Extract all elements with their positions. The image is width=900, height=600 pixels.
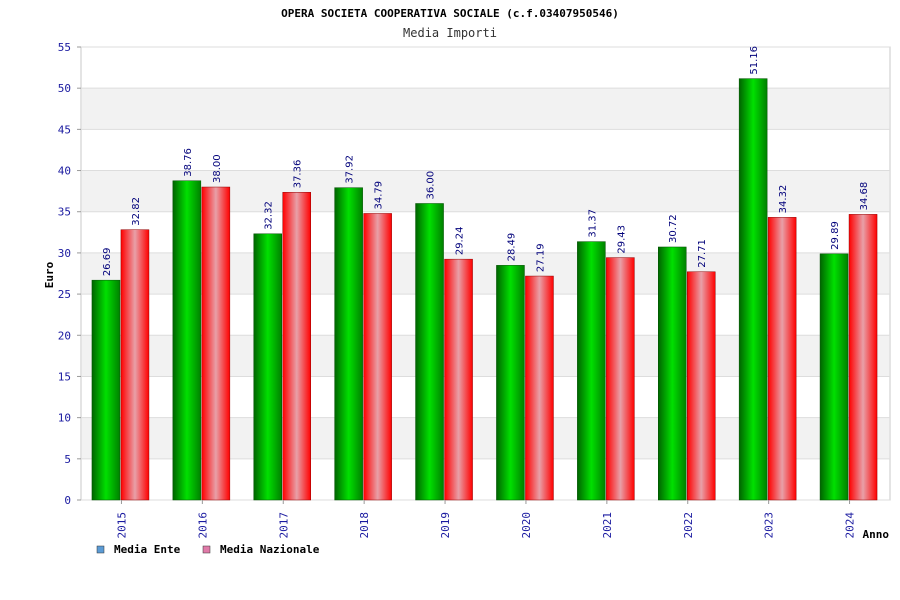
x-tick-label: 2021 — [601, 512, 614, 539]
y-tick-label: 35 — [58, 206, 71, 219]
bar-media-nazionale-2020 — [525, 275, 554, 501]
bar-media-ente-2023 — [738, 78, 768, 501]
data-label: 31.37 — [587, 209, 598, 238]
bar-media-ente-2020 — [496, 265, 525, 501]
chart-subtitle: Media Importi — [403, 26, 497, 40]
bar-media-ente-2018 — [334, 187, 363, 501]
y-tick-label: 40 — [58, 165, 71, 178]
data-label: 30.72 — [668, 214, 679, 243]
bar-media-nazionale-2018 — [363, 213, 392, 501]
y-tick-label: 5 — [64, 453, 71, 466]
legend-label-media-ente: Media Ente — [114, 543, 181, 556]
grid-band — [82, 88, 889, 130]
data-label: 29.89 — [830, 221, 841, 250]
bar-media-ente-2024 — [819, 253, 849, 501]
y-tick-label: 50 — [58, 82, 71, 95]
bar-media-nazionale-2019 — [444, 258, 473, 501]
data-label: 34.79 — [374, 181, 385, 210]
data-label: 28.49 — [506, 233, 517, 262]
bar-media-nazionale-2021 — [606, 257, 635, 501]
legend-swatch-media-ente — [96, 545, 105, 554]
data-label: 32.82 — [131, 197, 142, 226]
data-label: 26.69 — [102, 248, 113, 277]
bar-media-ente-2022 — [658, 246, 687, 501]
data-label: 38.76 — [183, 148, 194, 177]
bar-media-ente-2017 — [253, 233, 282, 501]
bar-media-nazionale-2017 — [282, 192, 311, 501]
y-tick-label: 15 — [58, 370, 71, 383]
data-label: 37.36 — [293, 160, 304, 189]
x-tick-label: 2019 — [439, 512, 452, 539]
bar-media-ente-2021 — [577, 241, 606, 501]
data-label: 29.43 — [616, 225, 627, 254]
x-axis-label: Anno — [863, 528, 890, 541]
y-tick-label: 25 — [58, 288, 71, 301]
legend: Media Ente Media Nazionale — [96, 543, 320, 556]
x-tick-label: 2023 — [763, 512, 776, 539]
y-tick-label: 10 — [58, 412, 71, 425]
x-tick-label: 2020 — [520, 512, 533, 539]
y-axis-label: Euro — [43, 261, 56, 288]
bar-media-ente-2016 — [172, 180, 202, 501]
bar-media-nazionale-2023 — [767, 217, 797, 501]
data-label: 36.00 — [426, 171, 437, 200]
y-tick-label: 55 — [58, 41, 71, 54]
x-tick-label: 2017 — [277, 512, 290, 539]
bar-media-ente-2015 — [91, 279, 121, 501]
data-label: 34.68 — [859, 182, 870, 211]
y-tick-label: 45 — [58, 123, 71, 136]
data-label: 29.24 — [455, 227, 466, 256]
y-tick-label: 20 — [58, 329, 71, 342]
legend-label-media-nazionale: Media Nazionale — [220, 543, 320, 556]
x-tick-label: 2016 — [196, 512, 209, 539]
data-label: 37.92 — [345, 155, 356, 184]
data-label: 34.32 — [778, 185, 789, 214]
bar-media-ente-2019 — [415, 203, 444, 501]
legend-swatch-media-nazionale — [202, 545, 211, 554]
x-tick-label: 2024 — [844, 512, 857, 539]
data-label: 32.32 — [264, 201, 275, 230]
bar-media-nazionale-2022 — [687, 271, 716, 501]
y-tick-label: 0 — [64, 494, 71, 507]
data-label: 51.16 — [749, 46, 760, 75]
bars: 26.69 32.82 38.76 38.00 32.32 37.36 37.92 34.79… — [91, 46, 878, 501]
x-tick-label: 2015 — [115, 512, 128, 539]
y-axis: 0 5 10 15 20 25 30 35 40 45 50 55 — [58, 41, 81, 507]
y-tick-label: 30 — [58, 247, 71, 260]
bar-media-nazionale-2024 — [848, 214, 878, 501]
data-label: 38.00 — [212, 154, 223, 183]
chart-title: OPERA SOCIETA COOPERATIVA SOCIALE (c.f.0… — [281, 7, 619, 20]
x-tick-label: 2022 — [682, 512, 695, 539]
x-axis: 2015 2016 2017 2018 2019 2020 2021 2022 2023 2024 — [115, 500, 857, 539]
data-label: 27.71 — [697, 239, 708, 268]
bar-media-nazionale-2016 — [201, 186, 231, 501]
data-label: 27.19 — [535, 243, 546, 272]
bar-media-nazionale-2015 — [120, 229, 150, 501]
x-tick-label: 2018 — [358, 512, 371, 539]
